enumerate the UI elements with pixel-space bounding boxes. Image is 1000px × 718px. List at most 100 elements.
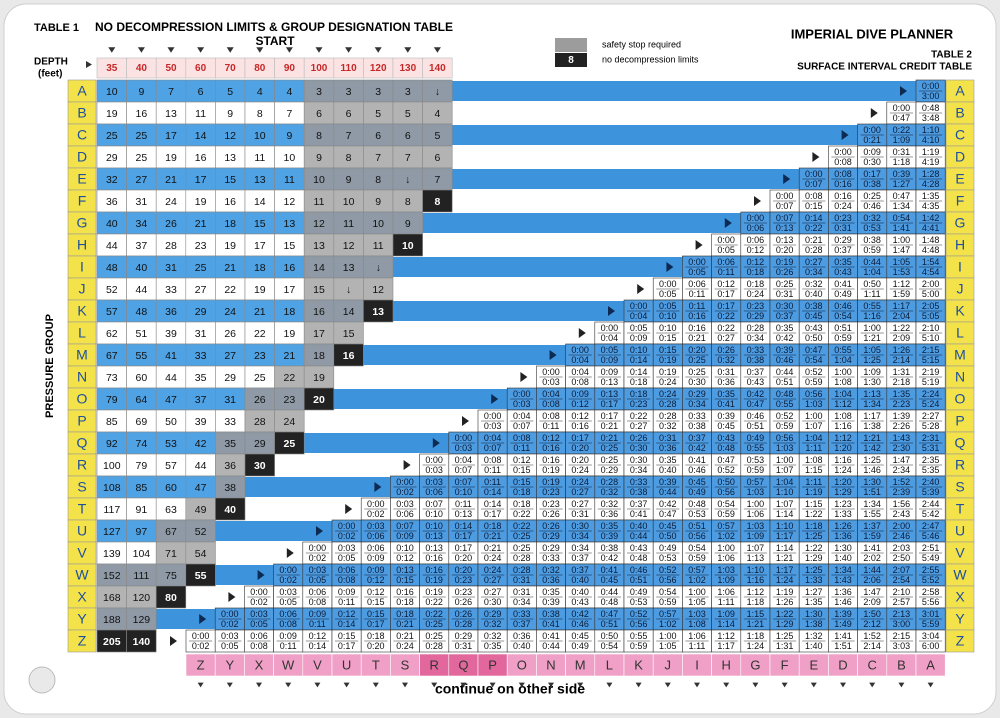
interval-start: 0:21 xyxy=(396,631,414,641)
interval-start: 0:09 xyxy=(571,389,589,399)
interval-end: 0:26 xyxy=(542,509,560,519)
depth-arrow xyxy=(404,47,412,53)
interval-end: 1:16 xyxy=(834,421,852,431)
interval-start: 0:28 xyxy=(747,323,765,333)
interval-end: 0:48 xyxy=(717,443,735,453)
interval-start: 1:39 xyxy=(893,411,911,421)
table1-value: 31 xyxy=(195,328,207,340)
interval-end: 5:28 xyxy=(922,421,940,431)
table1-value: 60 xyxy=(165,482,177,494)
table1-value: 19 xyxy=(224,240,236,252)
interval-start: 0:08 xyxy=(834,169,852,179)
table1-value: 19 xyxy=(106,108,118,120)
interval-start: 0:28 xyxy=(659,411,677,421)
interval-start: 0:35 xyxy=(834,257,852,267)
interval-start: 0:17 xyxy=(455,543,473,553)
interval-start: 2:35 xyxy=(922,455,940,465)
interval-end: 1:59 xyxy=(863,531,881,541)
interval-start: 2:40 xyxy=(922,477,940,487)
table1-value: 17 xyxy=(284,284,296,296)
table1-value: 34 xyxy=(136,218,148,230)
interval-start: 1:12 xyxy=(834,433,852,443)
interval-start: 0:16 xyxy=(396,587,414,597)
interval-start: 0:09 xyxy=(338,587,356,597)
interval-end: 0:46 xyxy=(688,465,706,475)
interval-end: 0:10 xyxy=(455,487,473,497)
row-pointer xyxy=(286,548,294,558)
interval-start: 0:57 xyxy=(659,609,677,619)
group-letter: W xyxy=(75,567,89,583)
interval-end: 0:40 xyxy=(659,465,677,475)
table1-value: 25 xyxy=(195,262,207,274)
interval-end: 1:24 xyxy=(776,575,794,585)
group-letter: A xyxy=(77,83,87,99)
interval-end: 1:02 xyxy=(688,575,706,585)
interval-start: 1:00 xyxy=(893,235,911,245)
interval-end: 0:08 xyxy=(571,377,589,387)
interval-end: 5:42 xyxy=(922,509,940,519)
interval-end: 1:17 xyxy=(776,531,794,541)
interval-end: 0:16 xyxy=(688,311,706,321)
table1-value: ↓ xyxy=(405,174,410,186)
group-letter: O xyxy=(77,391,88,407)
interval-start: 0:03 xyxy=(309,565,327,575)
interval-end: 0:02 xyxy=(279,575,297,585)
interval-end: 0:42 xyxy=(688,443,706,453)
table1-value: 13 xyxy=(284,218,296,230)
interval-end: 0:28 xyxy=(425,641,443,651)
group-letter: X xyxy=(955,589,965,605)
table1-value: 28 xyxy=(254,416,266,428)
interval-end: 0:24 xyxy=(484,553,502,563)
table1-value: 6 xyxy=(198,86,204,98)
planner-title: IMPERIAL DIVE PLANNER xyxy=(791,26,954,41)
group-letter: T xyxy=(956,501,965,517)
interval-end: 0:41 xyxy=(542,619,560,629)
interval-end: 0:21 xyxy=(688,333,706,343)
interval-start: 0:55 xyxy=(863,301,881,311)
group-cell xyxy=(67,629,97,653)
interval-end: 1:43 xyxy=(834,575,852,585)
interval-start: 0:00 xyxy=(601,323,619,333)
interval-start: 0:08 xyxy=(484,455,502,465)
interval-start: 0:15 xyxy=(338,631,356,641)
interval-end: 1:22 xyxy=(805,509,823,519)
interval-end: 1:21 xyxy=(863,333,881,343)
interval-end: 1:51 xyxy=(834,641,852,651)
table1-value: 17 xyxy=(254,240,266,252)
interval-start: 0:03 xyxy=(279,587,297,597)
interval-end: 0:15 xyxy=(513,465,531,475)
depth-arrow xyxy=(285,47,293,53)
interval-start: 1:08 xyxy=(805,455,823,465)
interval-start: 0:47 xyxy=(805,345,823,355)
interval-start: 0:11 xyxy=(689,301,706,311)
interval-end: 1:02 xyxy=(717,531,735,541)
interval-end: 0:09 xyxy=(601,355,619,365)
depth-label: 130 xyxy=(399,63,416,74)
interval-start: 1:30 xyxy=(863,477,881,487)
interval-end: 1:19 xyxy=(805,487,823,497)
interval-start: 0:14 xyxy=(484,499,502,509)
table1-value: 69 xyxy=(136,416,148,428)
interval-start: 1:47 xyxy=(893,455,911,465)
interval-end: 0:34 xyxy=(688,399,706,409)
interval-start: 2:51 xyxy=(922,543,940,553)
interval-start: 0:46 xyxy=(630,565,648,575)
table1-value: 11 xyxy=(314,196,325,208)
interval-start: 0:23 xyxy=(747,301,765,311)
interval-start: 1:14 xyxy=(776,543,794,553)
table1-value: 3 xyxy=(316,86,322,98)
interval-start: 2:05 xyxy=(922,301,940,311)
interval-start: 0:10 xyxy=(396,543,414,553)
table1-value: 52 xyxy=(106,284,118,296)
table1-value: 23 xyxy=(254,350,266,362)
interval-start: 1:00 xyxy=(834,367,852,377)
group-letter: N xyxy=(955,369,965,385)
interval-start: 0:45 xyxy=(659,521,677,531)
bottom-group-letter: G xyxy=(750,657,760,672)
bottom-arrow xyxy=(343,682,350,688)
interval-end: 0:59 xyxy=(834,333,852,343)
group-letter: W xyxy=(953,567,967,583)
interval-end: 1:38 xyxy=(863,421,881,431)
interval-start: 3:01 xyxy=(922,609,940,619)
